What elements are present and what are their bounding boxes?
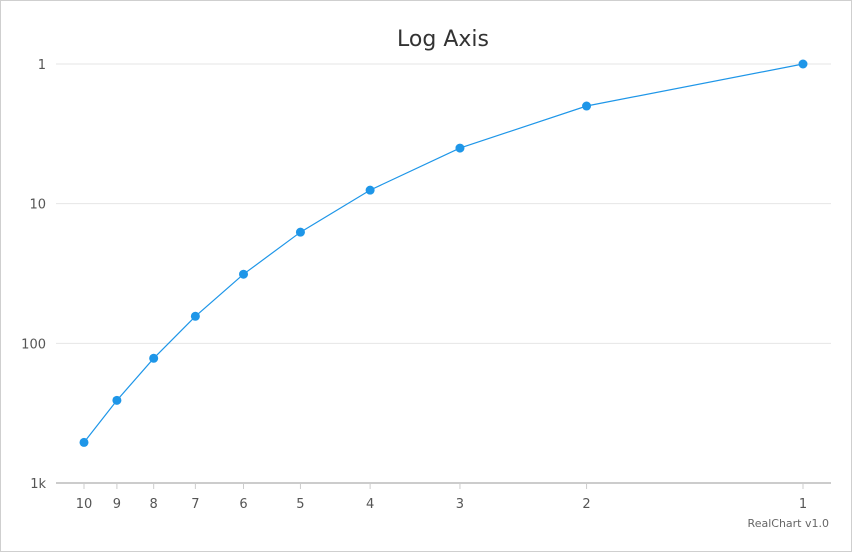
data-point[interactable] [798, 59, 808, 69]
y-tick-label: 100 [21, 337, 46, 352]
x-tick-label: 4 [366, 497, 374, 512]
data-point[interactable] [112, 395, 122, 405]
data-point[interactable] [190, 311, 200, 321]
data-point[interactable] [582, 101, 592, 111]
x-tick-label: 9 [113, 497, 121, 512]
x-tick-label: 1 [799, 497, 807, 512]
x-axis [56, 482, 831, 489]
data-point[interactable] [239, 269, 249, 279]
y-tick-label: 10 [29, 198, 46, 213]
chart-credit: RealChart v1.0 [748, 517, 829, 530]
y-tick-label: 1k [30, 477, 46, 492]
data-point[interactable] [455, 143, 465, 153]
x-tick-label: 5 [296, 497, 304, 512]
series [79, 59, 808, 447]
grid-lines [56, 63, 831, 344]
data-point[interactable] [295, 227, 305, 237]
x-axis-labels: 10 9 8 7 6 5 4 3 2 1 [76, 497, 807, 512]
x-tick-label: 10 [76, 497, 93, 512]
data-point[interactable] [365, 185, 375, 195]
y-axis: 1 10 100 1k [21, 58, 46, 492]
x-tick-label: 7 [191, 497, 199, 512]
x-tick-label: 2 [582, 497, 590, 512]
x-tick-label: 3 [456, 497, 464, 512]
data-point[interactable] [79, 437, 89, 447]
data-point[interactable] [149, 353, 159, 363]
series-line [83, 63, 804, 443]
y-tick-label: 1 [38, 58, 46, 73]
chart-title: Log Axis [397, 27, 489, 52]
x-tick-label: 8 [150, 497, 158, 512]
x-tick-label: 6 [239, 497, 247, 512]
